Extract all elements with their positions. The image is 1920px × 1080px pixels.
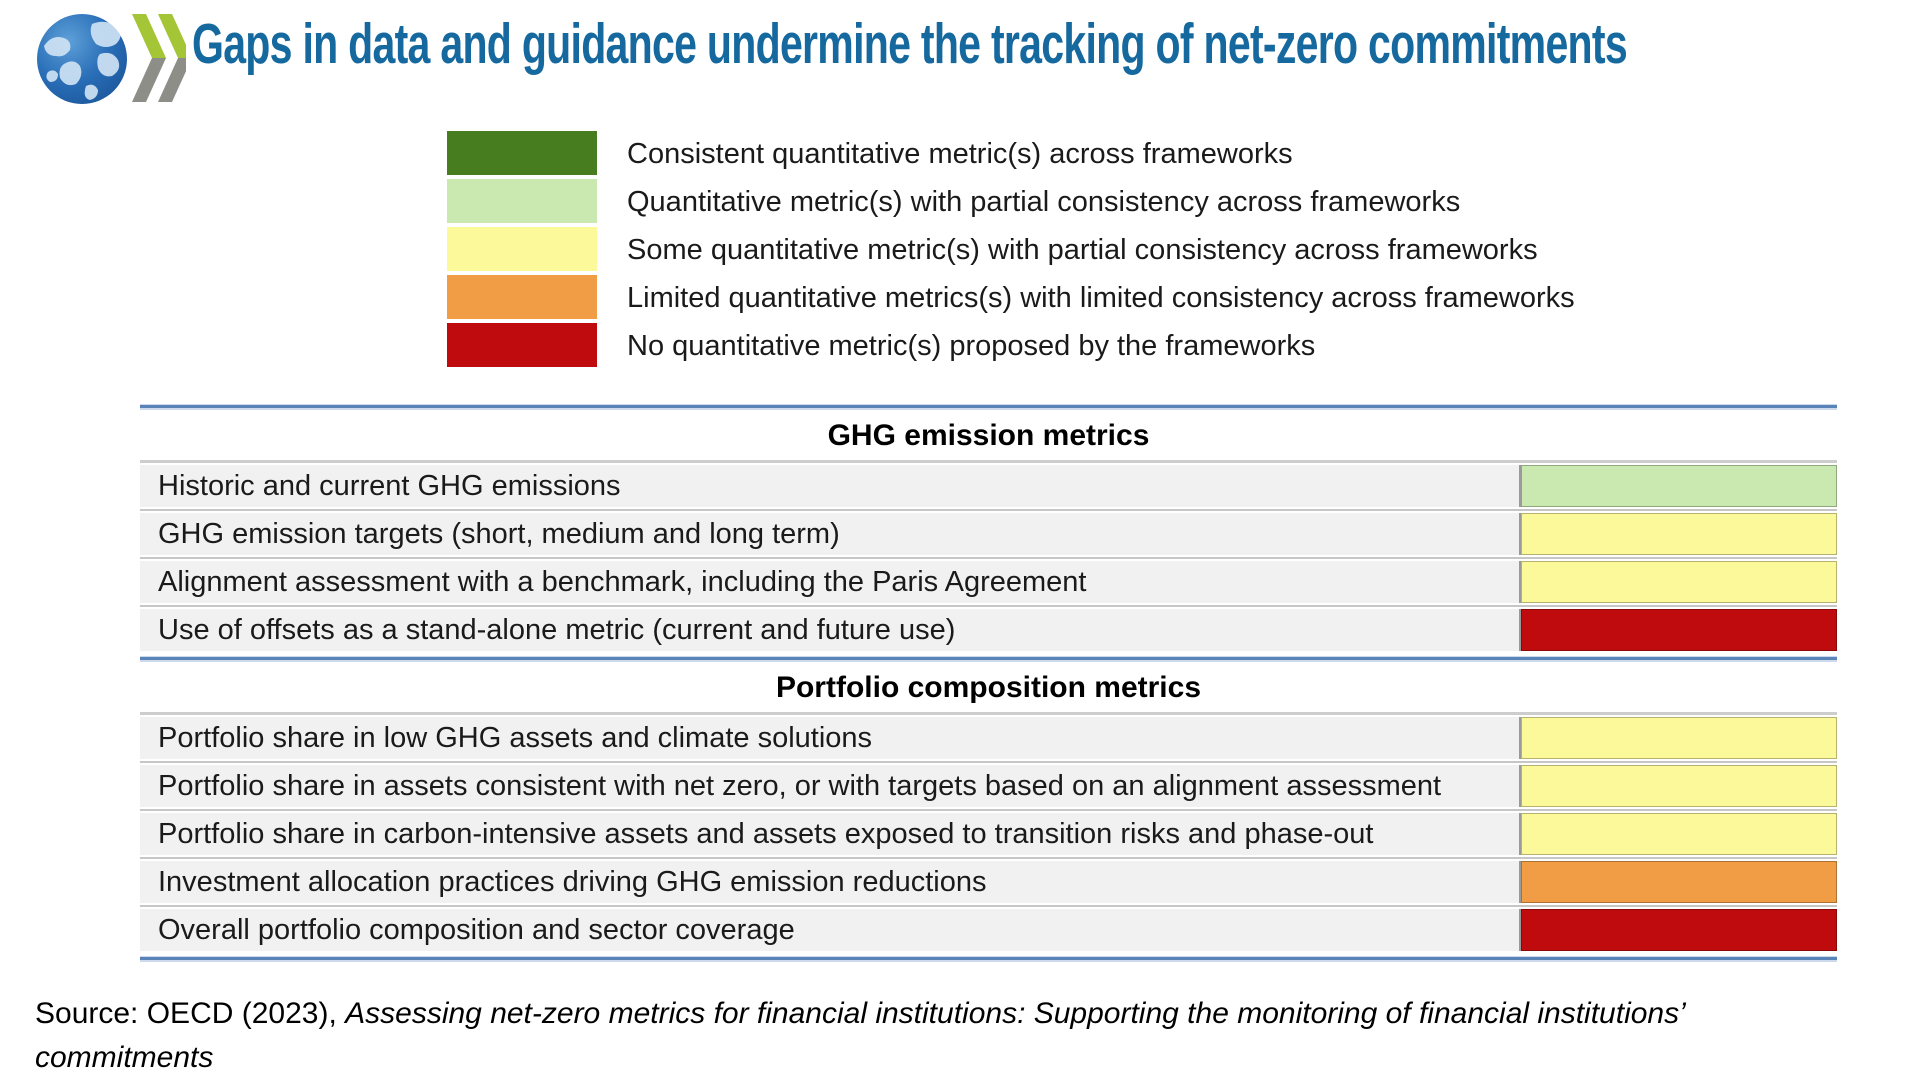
metric-label: Portfolio share in low GHG assets and cl… (140, 717, 1521, 759)
rating-cell (1521, 513, 1837, 555)
legend-swatch (447, 323, 597, 369)
legend-item: No quantitative metric(s) proposed by th… (447, 322, 1575, 370)
metric-label: Use of offsets as a stand-alone metric (… (140, 609, 1521, 651)
rating-cell (1521, 765, 1837, 807)
table-row: Alignment assessment with a benchmark, i… (140, 557, 1837, 603)
legend-label: Limited quantitative metrics(s) with lim… (627, 281, 1575, 314)
table-row: Portfolio share in carbon-intensive asse… (140, 809, 1837, 855)
table-row: Historic and current GHG emissions (140, 465, 1837, 507)
table-row: Portfolio share in low GHG assets and cl… (140, 717, 1837, 759)
section-divider (140, 404, 1837, 410)
metric-label: GHG emission targets (short, medium and … (140, 513, 1521, 555)
legend-swatch (447, 227, 597, 273)
rating-cell (1521, 561, 1837, 603)
legend-label: Quantitative metric(s) with partial cons… (627, 185, 1461, 218)
section-header: GHG emission metrics (827, 419, 1150, 452)
table-row: Use of offsets as a stand-alone metric (… (140, 605, 1837, 651)
oecd-logo-icon (37, 14, 186, 104)
table-section: Portfolio composition metrics Portfolio … (140, 656, 1837, 951)
legend-label: No quantitative metric(s) proposed by th… (627, 329, 1316, 362)
table-row: Investment allocation practices driving … (140, 857, 1837, 903)
legend-swatch (447, 275, 597, 321)
table-row: GHG emission targets (short, medium and … (140, 509, 1837, 555)
metrics-table: GHG emission metrics Historic and curren… (140, 404, 1837, 962)
globe-icon (37, 14, 127, 104)
legend: Consistent quantitative metric(s) across… (447, 130, 1575, 370)
metric-label: Portfolio share in assets consistent wit… (140, 765, 1521, 807)
section-header: Portfolio composition metrics (775, 671, 1202, 704)
source-citation: Assessing net-zero metrics for financial… (35, 997, 1685, 1074)
table-row: Portfolio share in assets consistent wit… (140, 761, 1837, 807)
legend-item: Some quantitative metric(s) with partial… (447, 226, 1575, 274)
metric-label: Historic and current GHG emissions (140, 465, 1521, 507)
rating-cell (1521, 465, 1837, 507)
legend-item: Consistent quantitative metric(s) across… (447, 130, 1575, 178)
legend-swatch (447, 179, 597, 225)
section-divider (140, 656, 1837, 662)
metric-label: Overall portfolio composition and sector… (140, 909, 1521, 951)
metric-label: Alignment assessment with a benchmark, i… (140, 561, 1521, 603)
rating-cell (1521, 717, 1837, 759)
table-row: Overall portfolio composition and sector… (140, 905, 1837, 951)
source-note: Source: OECD (2023), Assessing net-zero … (35, 992, 1805, 1080)
table-section: GHG emission metrics Historic and curren… (140, 404, 1837, 651)
legend-item: Quantitative metric(s) with partial cons… (447, 178, 1575, 226)
source-prefix: Source: OECD (2023), (35, 997, 346, 1030)
legend-swatch (447, 131, 597, 177)
rating-cell (1521, 813, 1837, 855)
legend-label: Some quantitative metric(s) with partial… (627, 233, 1538, 266)
legend-label: Consistent quantitative metric(s) across… (627, 137, 1293, 170)
rating-cell (1521, 861, 1837, 903)
section-rows: Portfolio share in low GHG assets and cl… (140, 712, 1837, 951)
rating-cell (1521, 909, 1837, 951)
oecd-chevrons-icon (132, 14, 186, 102)
metric-label: Portfolio share in carbon-intensive asse… (140, 813, 1521, 855)
page-title: Gaps in data and guidance undermine the … (192, 12, 1628, 76)
legend-item: Limited quantitative metrics(s) with lim… (447, 274, 1575, 322)
metric-label: Investment allocation practices driving … (140, 861, 1521, 903)
rating-cell (1521, 609, 1837, 651)
section-divider (140, 956, 1837, 962)
section-rows: Historic and current GHG emissions GHG e… (140, 460, 1837, 651)
